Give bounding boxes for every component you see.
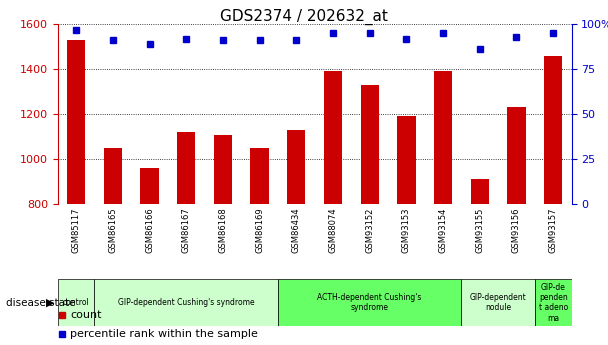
Bar bbox=[287, 130, 305, 204]
Text: ACTH-dependent Cushing's
syndrome: ACTH-dependent Cushing's syndrome bbox=[317, 293, 422, 313]
Text: GIP-dependent
nodule: GIP-dependent nodule bbox=[470, 293, 527, 313]
Text: GIP-dependent Cushing's syndrome: GIP-dependent Cushing's syndrome bbox=[118, 298, 255, 307]
Text: GSM93156: GSM93156 bbox=[512, 207, 521, 253]
Text: GDS2374 / 202632_at: GDS2374 / 202632_at bbox=[220, 9, 388, 25]
Text: count: count bbox=[70, 310, 102, 320]
Bar bbox=[103, 148, 122, 204]
Text: GSM93157: GSM93157 bbox=[548, 207, 558, 253]
Bar bbox=[397, 116, 415, 204]
Text: control: control bbox=[63, 298, 89, 307]
Text: GSM93153: GSM93153 bbox=[402, 207, 411, 253]
Bar bbox=[67, 40, 85, 204]
Text: GSM93152: GSM93152 bbox=[365, 207, 374, 253]
Bar bbox=[278, 279, 461, 326]
Text: percentile rank within the sample: percentile rank within the sample bbox=[70, 329, 258, 339]
Bar bbox=[544, 56, 562, 204]
Text: GSM86169: GSM86169 bbox=[255, 207, 264, 253]
Text: GSM86434: GSM86434 bbox=[292, 207, 301, 253]
Text: GSM86166: GSM86166 bbox=[145, 207, 154, 253]
Bar bbox=[461, 279, 535, 326]
Bar bbox=[140, 168, 159, 204]
Bar bbox=[535, 279, 572, 326]
Bar bbox=[94, 279, 278, 326]
Text: GSM93155: GSM93155 bbox=[475, 207, 485, 253]
Text: GSM93154: GSM93154 bbox=[438, 207, 447, 253]
Bar bbox=[214, 135, 232, 204]
Text: disease state: disease state bbox=[6, 298, 75, 308]
Text: GSM86167: GSM86167 bbox=[182, 207, 191, 253]
Bar bbox=[471, 179, 489, 204]
Bar bbox=[507, 107, 526, 204]
Bar bbox=[324, 71, 342, 204]
Text: GSM86168: GSM86168 bbox=[218, 207, 227, 253]
Bar bbox=[177, 132, 195, 204]
Text: GSM85117: GSM85117 bbox=[72, 207, 81, 253]
Bar bbox=[434, 71, 452, 204]
Text: ▶: ▶ bbox=[46, 298, 55, 308]
Bar bbox=[361, 85, 379, 204]
Text: GSM86165: GSM86165 bbox=[108, 207, 117, 253]
Bar bbox=[58, 279, 94, 326]
Bar bbox=[250, 148, 269, 204]
Text: GIP-de
penden
t adeno
ma: GIP-de penden t adeno ma bbox=[539, 283, 568, 323]
Text: GSM88074: GSM88074 bbox=[328, 207, 337, 253]
